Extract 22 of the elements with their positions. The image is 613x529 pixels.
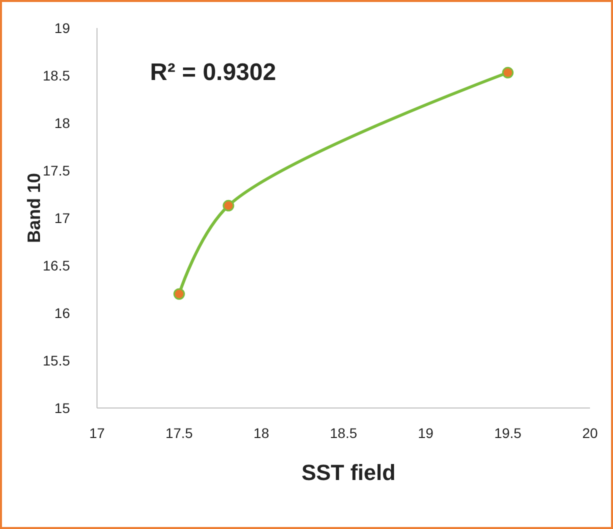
x-tick-label: 20: [582, 425, 598, 441]
y-tick-label: 18.5: [42, 68, 70, 84]
point: [502, 66, 514, 78]
y-axis-title: Band 10: [24, 172, 44, 244]
x-tick-label: 17: [89, 425, 105, 441]
x-tick-label: 19.5: [494, 425, 522, 441]
y-tick-label: 16.5: [42, 258, 70, 274]
y-tick-label: 18: [54, 115, 70, 131]
x-tick-label: 17.5: [166, 425, 194, 441]
y-tick-label: 15.5: [42, 352, 70, 368]
x-tick-label: 18.5: [330, 425, 358, 441]
y-tick-label: 16: [54, 305, 70, 321]
x-axis-title: SST field: [301, 460, 396, 485]
y-tick-label: 17: [54, 210, 70, 226]
x-tick-label: 18: [254, 425, 270, 441]
point: [173, 288, 185, 300]
annotation: R² = 0.9302: [150, 59, 276, 86]
y-tick-label: 15: [54, 400, 70, 416]
y-tick-label: 19: [54, 20, 70, 36]
y-tick-label: 17.5: [42, 162, 70, 178]
point: [222, 200, 234, 212]
x-tick-label: 19: [418, 425, 434, 441]
